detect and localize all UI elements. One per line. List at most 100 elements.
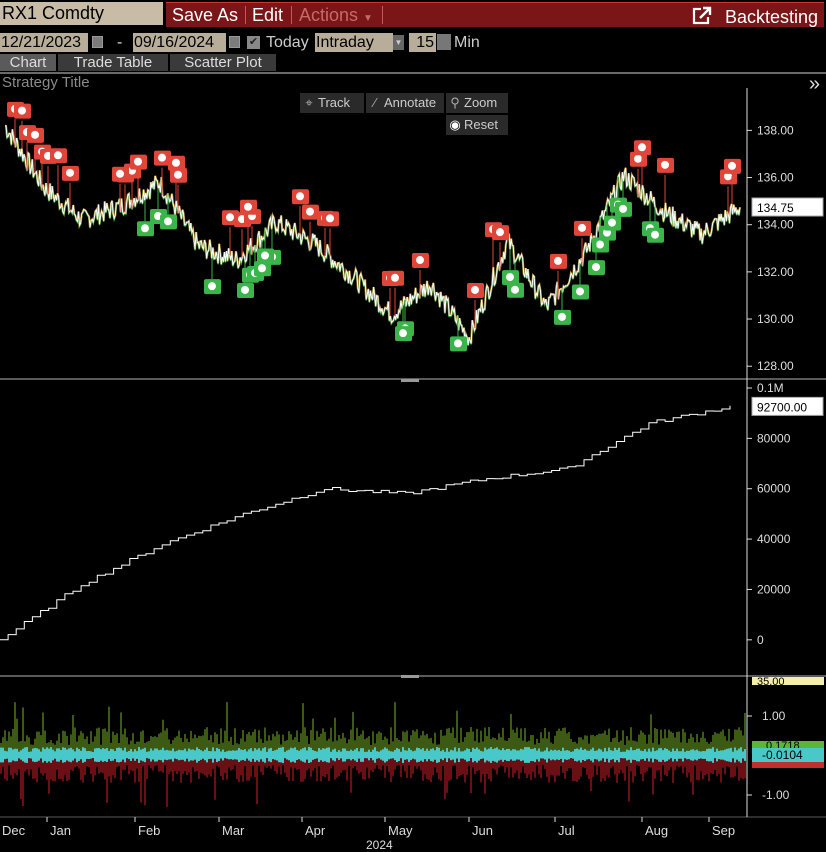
osc-core <box>500 750 502 760</box>
tab-scatter-plot[interactable]: Scatter Plot <box>170 54 278 71</box>
osc-bar-up <box>390 727 392 755</box>
osc-bar-up <box>78 735 80 755</box>
expand-chevron-icon[interactable]: » <box>808 73 820 95</box>
osc-core <box>424 750 426 760</box>
osc-bar-up <box>664 729 666 755</box>
osc-core <box>604 747 606 763</box>
osc-bar-down <box>56 755 58 770</box>
osc-core <box>712 747 714 763</box>
interval-select[interactable]: Intraday <box>315 33 393 52</box>
osc-core <box>332 749 334 761</box>
osc-bar-down <box>724 755 726 775</box>
osc-bar-up <box>590 735 592 755</box>
osc-bar-down <box>242 755 244 782</box>
osc-core <box>146 751 148 759</box>
osc-bar-up <box>260 738 262 755</box>
osc-bar-up <box>52 743 54 755</box>
price-panel <box>4 101 742 352</box>
osc-core <box>440 751 442 759</box>
end-date-field[interactable]: 09/16/2024 <box>133 33 226 52</box>
osc-bar-down <box>632 755 634 783</box>
actions-menu[interactable]: Actions ▼ <box>299 3 373 27</box>
osc-core <box>320 749 322 761</box>
buy-marker-dot <box>258 264 266 273</box>
osc-bar-up <box>564 727 566 755</box>
osc-bar-down <box>586 755 588 775</box>
osc-bar-down <box>594 755 596 766</box>
osc-bar-up <box>460 727 462 755</box>
buy-marker-dot <box>164 217 172 226</box>
start-date-field[interactable]: 12/21/2023 <box>0 33 88 52</box>
zoom-button[interactable]: ⚲ Zoom <box>446 93 508 113</box>
osc-bar-down <box>240 755 242 776</box>
osc-core <box>336 751 338 759</box>
osc-core <box>150 748 152 762</box>
osc-bar-down <box>582 755 584 767</box>
osc-bar-up <box>162 719 164 755</box>
osc-bar-down <box>276 755 278 774</box>
osc-bar-down <box>412 755 414 774</box>
osc-bar-up <box>540 732 542 755</box>
osc-core <box>216 747 218 763</box>
osc-bar-down <box>12 755 14 779</box>
osc-bar-down <box>696 755 698 781</box>
osc-bar-up <box>736 729 738 755</box>
osc-bar-down <box>238 755 240 783</box>
osc-core <box>282 747 284 763</box>
save-as-button[interactable]: Save As <box>172 5 239 25</box>
ticker-field[interactable]: RX1 Comdty <box>0 2 163 25</box>
osc-bar-down <box>232 755 234 770</box>
backtesting-button[interactable]: Backtesting <box>692 3 818 27</box>
osc-core <box>418 748 420 762</box>
osc-core <box>534 747 536 763</box>
calendar-icon[interactable] <box>92 36 103 48</box>
osc-bar-down <box>430 755 432 783</box>
strategy-title: Strategy Title <box>2 74 90 91</box>
osc-bar-up <box>522 740 524 755</box>
osc-bar-up <box>140 731 142 755</box>
osc-bar-down <box>158 755 160 772</box>
osc-bar-down <box>720 755 722 783</box>
osc-core <box>442 749 444 761</box>
osc-bar-up <box>306 735 308 755</box>
buy-marker-dot <box>511 285 519 294</box>
osc-bar-down <box>370 755 372 771</box>
osc-core <box>106 748 108 762</box>
dropdown-arrow-icon[interactable]: ▼ <box>393 35 404 50</box>
osc-core <box>114 751 116 759</box>
osc-bar-down <box>362 755 364 780</box>
osc-core <box>342 748 344 762</box>
osc-bar-up <box>324 731 326 755</box>
stepper-icon[interactable] <box>437 34 451 50</box>
osc-core <box>60 750 62 760</box>
osc-bar-down <box>504 755 506 773</box>
edit-button[interactable]: Edit <box>252 5 284 25</box>
osc-bar-up <box>482 741 484 755</box>
track-button[interactable]: ⌖ Track <box>300 93 364 113</box>
osc-core <box>628 750 630 760</box>
osc-bar-down <box>106 755 108 803</box>
osc-core <box>300 749 302 761</box>
y-tick-label: 80000 <box>757 431 791 445</box>
annotate-button[interactable]: ∕ Annotate <box>366 93 444 113</box>
osc-bar-up <box>180 737 182 755</box>
reset-button[interactable]: ◉ Reset <box>446 115 508 135</box>
sell-marker-dot <box>306 207 314 216</box>
osc-core <box>624 751 626 759</box>
buy-marker-dot <box>603 228 611 237</box>
osc-bar-down <box>356 755 358 771</box>
osc-bar-down <box>428 755 430 780</box>
osc-bar-up <box>202 735 204 755</box>
tab-chart[interactable]: Chart <box>0 54 58 71</box>
calendar-icon[interactable] <box>229 36 240 48</box>
osc-bar-down <box>138 755 140 782</box>
buy-marker-dot <box>558 312 566 321</box>
period-field[interactable]: 15 <box>409 33 436 52</box>
osc-bar-down <box>6 755 8 781</box>
osc-bar-up <box>724 736 726 755</box>
osc-bar-down <box>342 755 344 771</box>
tab-trade-table[interactable]: Trade Table <box>58 54 170 71</box>
today-checkbox[interactable]: ✔ <box>247 36 260 49</box>
osc-bar-up <box>734 729 736 755</box>
